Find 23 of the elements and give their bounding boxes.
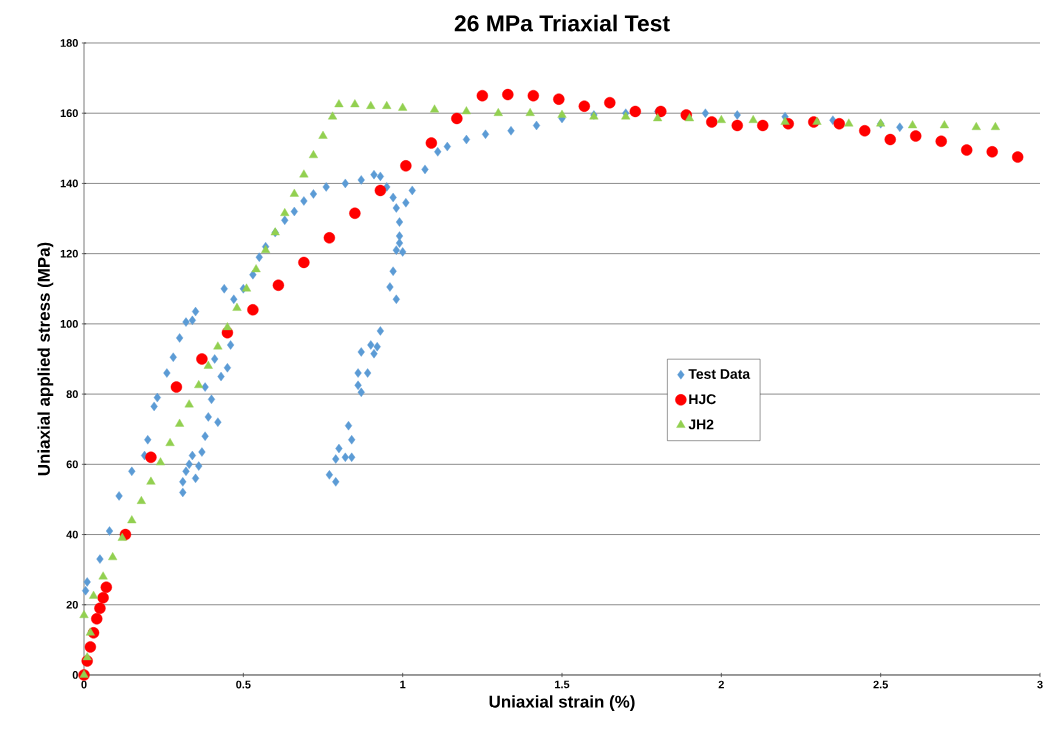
y-tick-label: 20 (66, 600, 78, 609)
y-tick-label: 120 (60, 249, 78, 258)
y-tick-label: 0 (72, 671, 78, 679)
x-axis-title: Uniaxial strain (%) (489, 695, 635, 712)
x-tick-label: 0.5 (236, 680, 251, 689)
y-tick-label: 180 (60, 39, 78, 47)
x-tick-label: 2.5 (873, 680, 888, 689)
y-tick-label: 100 (60, 320, 78, 328)
y-tick-label: 40 (66, 530, 78, 539)
legend-label: JH2 (688, 419, 714, 430)
legend-label: Test Data (688, 369, 751, 379)
x-tick-label: 1.5 (555, 680, 570, 689)
y-tick-label: 80 (66, 390, 78, 398)
y-axis-title: Uniaxial applied stress (MPa) (37, 242, 54, 476)
chart-title: 26 MPa Triaxial Test (454, 14, 670, 32)
x-tick-label: 2 (718, 680, 724, 689)
x-tick-label: 3 (1037, 680, 1043, 689)
legend-label: HJC (689, 394, 716, 405)
x-tick-label: 1 (400, 680, 406, 689)
y-tick-label: 60 (66, 460, 78, 469)
x-tick-label: 0 (81, 680, 87, 689)
y-tick-label: 160 (60, 109, 78, 118)
y-tick-label: 140 (60, 179, 78, 188)
